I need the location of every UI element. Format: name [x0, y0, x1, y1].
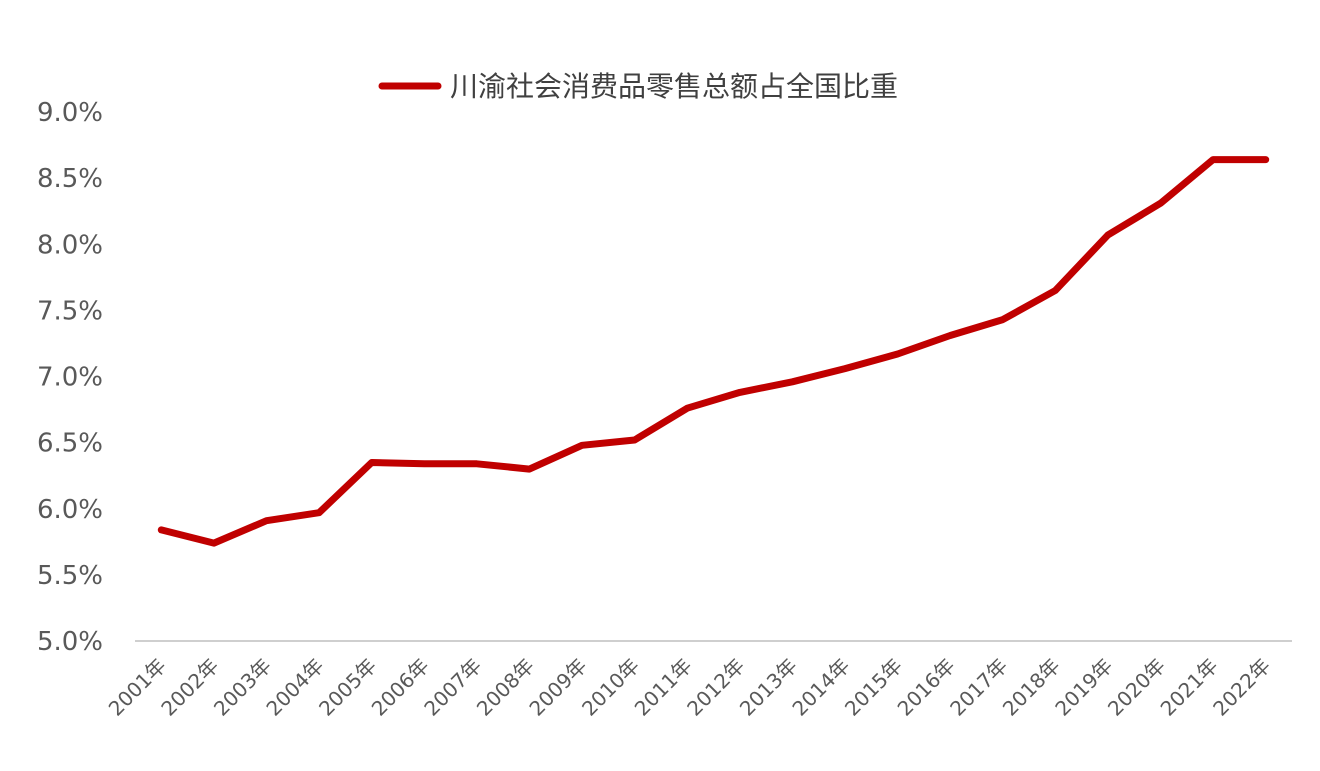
data-point [579, 442, 586, 449]
x-tick-label: 2012年 [682, 654, 749, 721]
data-point [684, 405, 691, 412]
x-tick-label: 2009年 [524, 654, 591, 721]
data-point [210, 540, 217, 547]
x-tick-label: 2020年 [1103, 654, 1170, 721]
x-tick-label: 2008年 [472, 654, 539, 721]
data-point [1157, 200, 1164, 207]
x-tick-label: 2006年 [367, 654, 434, 721]
x-tick-label: 2004年 [261, 654, 328, 721]
x-tick-label: 2015年 [840, 654, 907, 721]
y-tick-label: 7.5% [37, 296, 103, 326]
y-tick-label: 5.5% [37, 561, 103, 591]
data-point [947, 332, 954, 339]
data-point [1052, 287, 1059, 294]
x-tick-label: 2002年 [156, 654, 223, 721]
data-point [473, 460, 480, 467]
x-tick-label: 2003年 [209, 654, 276, 721]
series-line [157, 156, 1270, 547]
x-tick-label: 2011年 [630, 654, 697, 721]
y-axis: 5.0% 5.5% 6.0% 6.5% 7.0% 7.5% 8.0% 8.5% 9.0% [37, 98, 103, 657]
data-point [158, 526, 165, 533]
y-tick-label: 5.0% [37, 627, 103, 657]
x-tick-label: 2010年 [577, 654, 644, 721]
data-point [1262, 156, 1269, 163]
y-tick-label: 6.0% [37, 495, 103, 525]
x-tick-label: 2014年 [787, 654, 854, 721]
data-point [263, 517, 270, 524]
y-tick-label: 8.0% [37, 230, 103, 260]
plot-area [157, 156, 1270, 547]
x-tick-label: 2005年 [314, 654, 381, 721]
x-tick-label: 2016年 [893, 654, 960, 721]
x-tick-label: 2022年 [1208, 654, 1275, 721]
data-point [1104, 231, 1111, 238]
x-tick-label: 2019年 [1050, 654, 1117, 721]
y-tick-label: 9.0% [37, 98, 103, 128]
data-point [736, 389, 743, 396]
data-point [999, 316, 1006, 323]
legend-label: 川渝社会消费品零售总额占全国比重 [450, 70, 898, 103]
data-point [841, 365, 848, 372]
data-point [368, 459, 375, 466]
data-point [526, 466, 533, 473]
x-tick-label: 2021年 [1156, 654, 1223, 721]
x-tick-label: 2013年 [735, 654, 802, 721]
data-point [1210, 156, 1217, 163]
x-tick-label: 2018年 [998, 654, 1065, 721]
data-point [421, 460, 428, 467]
data-point [789, 378, 796, 385]
data-point [631, 436, 638, 443]
legend: 川渝社会消费品零售总额占全国比重 [378, 70, 898, 103]
x-tick-label: 2001年 [104, 654, 171, 721]
x-tick-label: 2017年 [945, 654, 1012, 721]
y-tick-label: 6.5% [37, 429, 103, 459]
x-axis: 2001年2002年2003年2004年2005年2006年2007年2008年… [104, 640, 1292, 721]
y-tick-label: 7.0% [37, 363, 103, 393]
data-point [316, 509, 323, 516]
y-tick-label: 8.5% [37, 164, 103, 194]
x-tick-label: 2007年 [419, 654, 486, 721]
data-point [894, 351, 901, 358]
